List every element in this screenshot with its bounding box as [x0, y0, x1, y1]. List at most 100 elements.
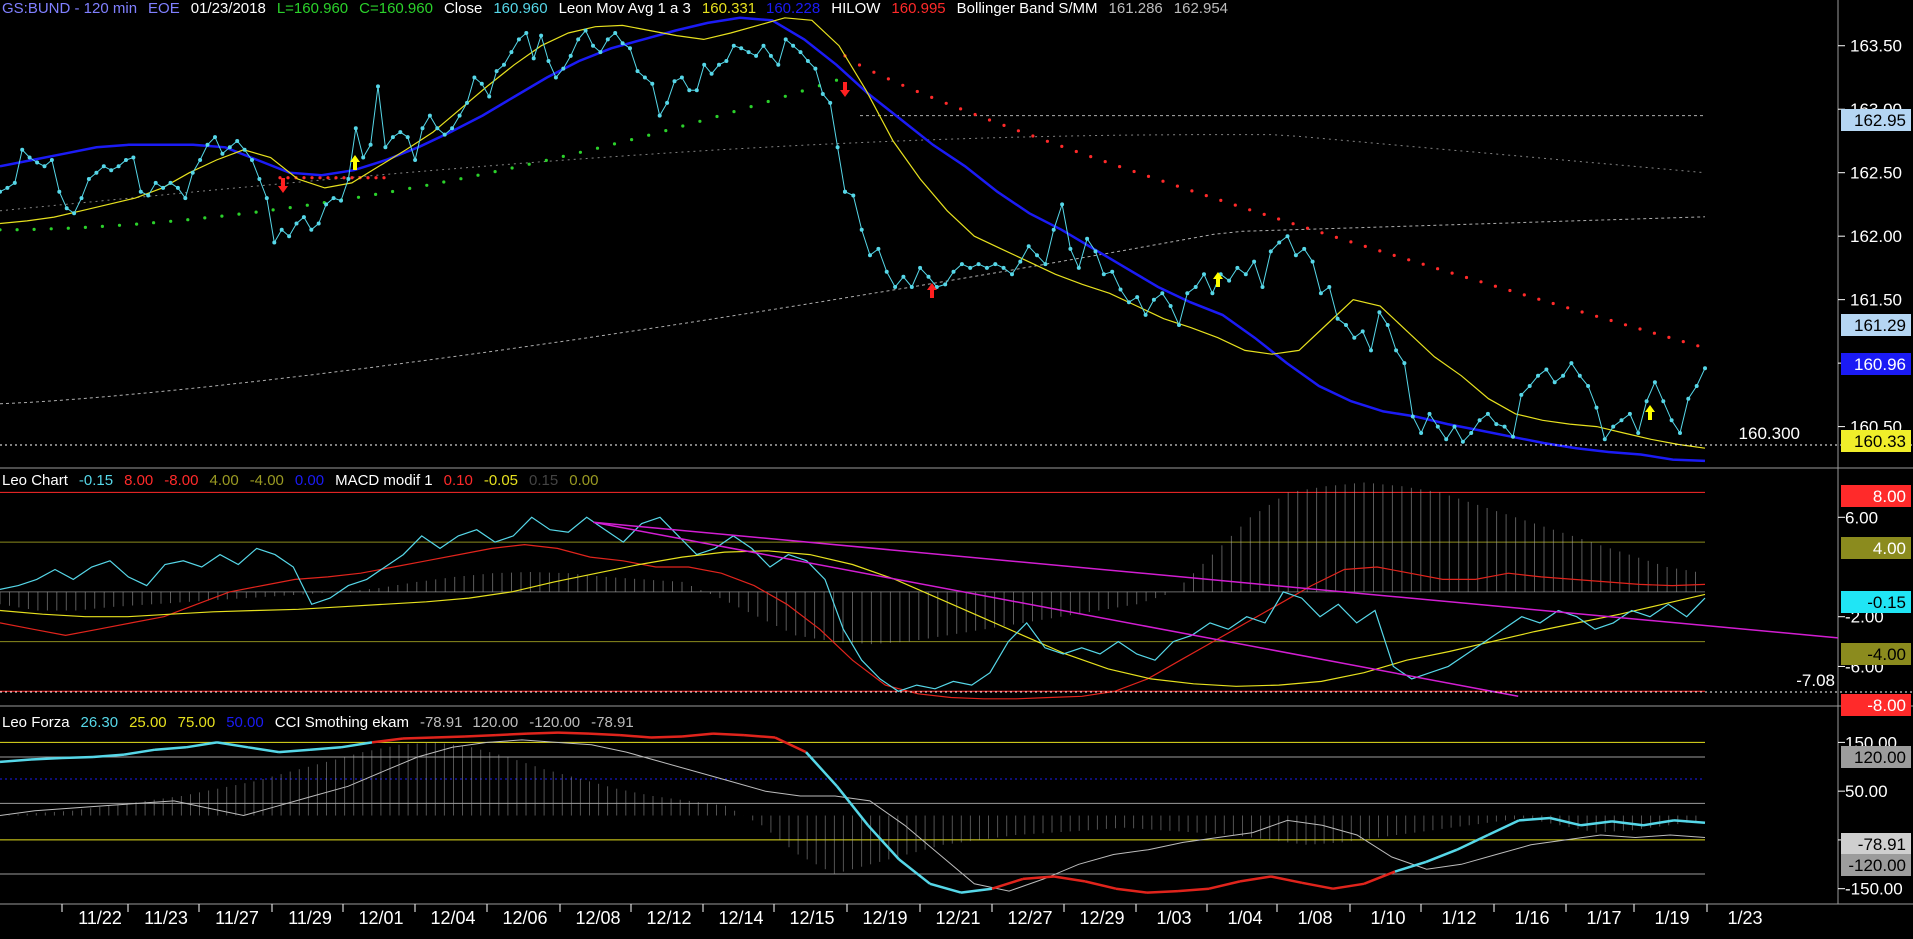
cci-smoothing-line: [0, 739, 1706, 892]
time-tick-label: 12/14: [718, 908, 763, 928]
close-point: [472, 75, 477, 80]
sar-green-dot: [152, 221, 156, 225]
sar-red-dot: [1566, 306, 1570, 310]
sar-red-dot: [1363, 244, 1367, 248]
close-point: [694, 88, 699, 93]
leo-forza-line: [526, 731, 559, 735]
time-tick-label: 12/19: [862, 908, 907, 928]
leo-forza-line: [216, 741, 249, 749]
time-tick-label: 12/12: [646, 908, 691, 928]
sar-green-dot: [169, 219, 173, 223]
close-point: [1060, 202, 1065, 207]
arrow-up-icon: [350, 155, 360, 170]
cci-header-item: 26.30: [81, 714, 119, 731]
crosshair-value-label: -7.08: [1796, 671, 1835, 690]
hilow-line: [0, 16, 1706, 463]
close-point: [94, 170, 99, 175]
close-point: [35, 160, 40, 165]
close-point: [1043, 262, 1048, 267]
close-point: [1377, 310, 1382, 315]
sar-green-dot: [305, 203, 309, 207]
close-point: [346, 177, 351, 181]
cci-badge: -120.00: [1848, 856, 1906, 875]
close-point: [72, 211, 77, 216]
cci-badge-bg: [1841, 746, 1911, 768]
leo-forza-line: [1301, 881, 1334, 890]
sar-green-dot: [783, 94, 787, 98]
close-point: [1327, 285, 1332, 289]
close-point: [893, 285, 898, 289]
leo-forza-line: [1642, 819, 1675, 827]
sar-red-dot: [987, 118, 992, 122]
price-header-item: 162.954: [1174, 0, 1228, 17]
sar-red-dot: [1667, 335, 1671, 339]
sar-green-dot: [32, 227, 36, 231]
sell-arrow-icon: [840, 82, 850, 97]
close-point: [1310, 259, 1315, 264]
leo-forza-line: [185, 741, 218, 749]
sar-green-dot: [834, 78, 839, 82]
close-point: [220, 151, 225, 156]
sar-green-dot: [493, 170, 497, 174]
close-point: [1536, 373, 1540, 378]
close-point: [20, 147, 25, 152]
sar-red-dot: [1175, 184, 1179, 188]
close-point: [175, 185, 180, 190]
close-point: [1344, 323, 1348, 327]
sar-green-dot: [408, 186, 412, 190]
sar-green-dot: [117, 223, 122, 227]
close-point: [183, 196, 188, 201]
price-header-item: 160.960: [493, 0, 547, 17]
leo-forza-line: [30, 756, 63, 761]
close-point: [1068, 246, 1073, 251]
close-point: [1552, 380, 1557, 385]
sar-green-dot: [630, 138, 634, 142]
price-tick-label: 163.50: [1850, 37, 1902, 56]
sar-red-dot: [973, 112, 977, 117]
price-axis: 163.50163.00162.50162.00161.50161.00160.…: [1838, 37, 1911, 899]
close-point: [109, 168, 114, 173]
time-tick-label: 11/29: [288, 908, 332, 928]
leo-chart-line: [0, 516, 1706, 692]
leo-forza-line: [557, 731, 590, 735]
sar-red-dot: [1219, 198, 1223, 202]
close-point: [672, 79, 677, 84]
sar-red-dot: [1537, 297, 1541, 301]
price-tick-label: 161.50: [1850, 291, 1902, 310]
close-point: [576, 37, 581, 42]
close-point: [324, 202, 329, 207]
sar-red-dot: [1638, 327, 1642, 331]
leo-forza-line: [836, 785, 869, 827]
close-point: [0, 189, 2, 194]
macd-header-item: 4.00: [209, 472, 238, 489]
macd-header-item: -4.00: [250, 472, 284, 489]
price-tick-label: 162.00: [1850, 227, 1902, 246]
close-point: [383, 145, 388, 150]
sar-red-dot: [318, 176, 322, 180]
close-point: [1594, 405, 1599, 410]
sar-green-dot: [732, 110, 736, 114]
sar-red-dot: [1580, 310, 1584, 314]
leo-forza-line: [371, 737, 404, 744]
sar-red-dot: [302, 176, 306, 180]
close-point: [1210, 291, 1215, 296]
sar-green-dot: [83, 225, 87, 229]
time-tick-label: 12/06: [502, 908, 547, 928]
sar-red-dot: [1551, 301, 1555, 306]
price-badge: 160.96: [1854, 355, 1906, 374]
close-point: [1076, 265, 1081, 270]
close-point: [665, 100, 670, 105]
leo-forza-line: [1270, 875, 1303, 885]
sar-red-dot: [350, 176, 354, 180]
close-point: [1193, 285, 1198, 289]
close-point: [1485, 411, 1490, 416]
leo-forza-line: [1611, 820, 1644, 827]
sar-red-dot: [872, 70, 876, 74]
sar-red-dot: [1493, 284, 1497, 288]
arrow-up-icon: [1213, 272, 1223, 287]
close-point: [1277, 240, 1282, 245]
leo-forza-line: [867, 824, 900, 861]
sar-red-dot: [1320, 231, 1324, 235]
close-point: [27, 155, 32, 160]
